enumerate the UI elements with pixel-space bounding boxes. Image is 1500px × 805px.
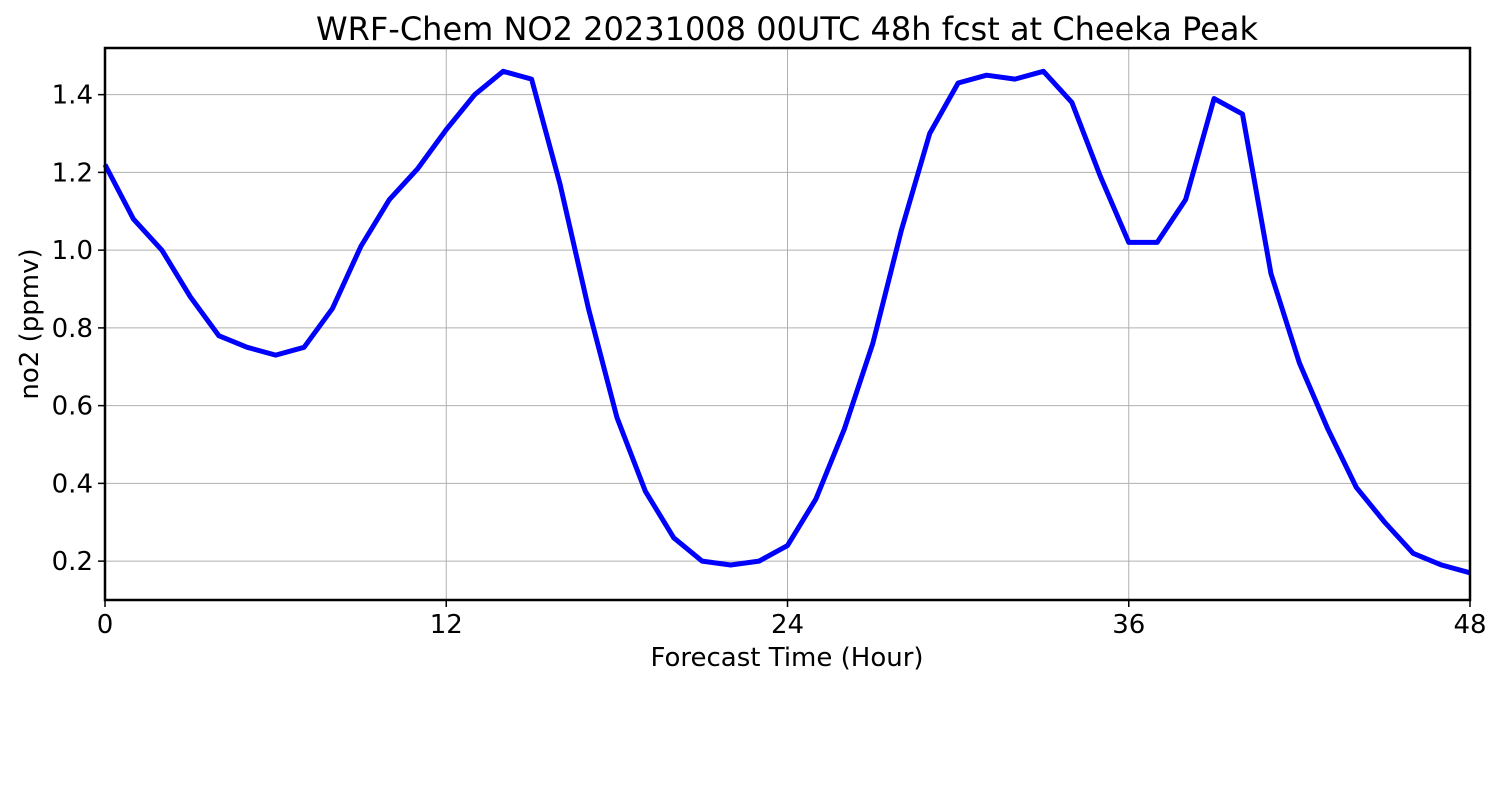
data-point [1013,77,1018,82]
y-tick-label: 0.2 [52,547,93,577]
data-point [472,92,477,97]
data-point [1439,563,1444,568]
data-point [899,228,904,233]
y-tick-label: 1.4 [52,81,93,111]
data-point [1382,520,1387,525]
data-point [813,496,818,501]
x-tick-label: 36 [1112,610,1145,640]
x-axis-label: Forecast Time (Hour) [650,643,923,673]
data-point [1041,69,1046,74]
x-axis-ticks: 0 12 24 36 48 [97,600,1487,640]
data-point [870,341,875,346]
y-axis-ticks: 0.2 0.4 0.6 0.8 1.0 1.2 1.4 [52,81,105,577]
data-point [1126,240,1131,245]
data-point [529,77,534,82]
x-tick-label: 48 [1453,610,1486,640]
data-point [643,489,648,494]
data-point [330,306,335,311]
data-point [302,345,307,350]
y-tick-label: 1.0 [52,236,93,266]
data-point [1069,100,1074,105]
data-point [1240,112,1245,117]
data-point [1354,485,1359,490]
y-axis-label: no2 (ppmv) [15,248,45,399]
data-point [728,563,733,568]
data-point [358,244,363,249]
data-point [444,127,449,132]
chart-title: WRF-Chem NO2 20231008 00UTC 48h fcst at … [316,10,1258,48]
data-point [984,73,989,78]
y-tick-label: 0.4 [52,469,93,499]
data-point [586,306,591,311]
grid [105,48,1470,600]
data-point [415,166,420,171]
y-tick-label: 0.6 [52,392,93,422]
data-point [1411,551,1416,556]
data-point [131,217,136,222]
x-tick-label: 12 [430,610,463,640]
data-point [159,248,164,253]
data-point [245,345,250,350]
data-point [842,426,847,431]
data-point [614,415,619,420]
data-point [273,353,278,358]
y-tick-label: 1.2 [52,158,93,188]
series-line [102,68,1471,576]
data-point [188,294,193,299]
data-point [1297,360,1302,365]
x-tick-label: 0 [97,610,114,640]
data-point [1212,96,1217,101]
data-point [785,543,790,548]
data-point [700,559,705,564]
y-tick-label: 0.8 [52,314,93,344]
data-point [671,535,676,540]
data-point [558,182,563,187]
data-point [216,333,221,338]
data-point [956,80,961,85]
x-tick-label: 24 [771,610,804,640]
data-point [1268,271,1273,276]
data-point [1155,240,1160,245]
data-point [1325,426,1330,431]
series-layer [102,68,1471,576]
data-point [501,69,506,74]
data-point [757,559,762,564]
data-point [927,131,932,136]
data-point [1183,197,1188,202]
data-point [387,197,392,202]
data-point [1098,174,1103,179]
